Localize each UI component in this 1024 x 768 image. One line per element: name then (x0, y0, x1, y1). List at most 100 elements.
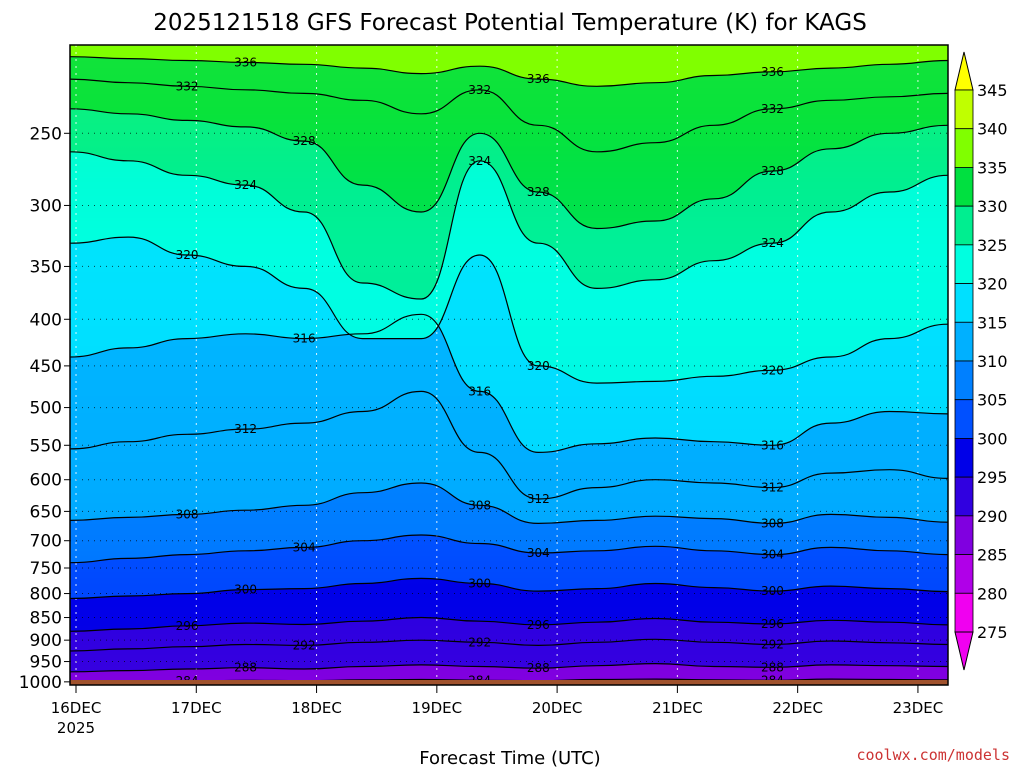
y-tick-label: 700 (30, 532, 62, 552)
contour-320 (70, 236, 948, 384)
contour-label: 292 (761, 638, 784, 652)
y-tick-label: 850 (30, 609, 62, 629)
colorbar-swatch-305 (954, 399, 974, 439)
colorbar-swatch-310 (954, 360, 974, 401)
contour-label: 336 (761, 65, 784, 79)
contour-label: 332 (761, 102, 784, 116)
colorbar-label: 340 (977, 120, 1008, 139)
x-tick-label: 21DEC (652, 699, 703, 717)
colorbar-swatch-325 (954, 244, 974, 284)
theta-band-296 (70, 578, 948, 632)
colorbar-label: 335 (977, 158, 1008, 177)
colorbar-swatch-280 (954, 592, 974, 633)
contour-label: 320 (527, 359, 550, 373)
contour-324 (70, 151, 948, 300)
contour-304 (70, 534, 948, 564)
contour-316 (70, 313, 948, 454)
y-tick-label: 300 (30, 196, 62, 216)
contour-label: 316 (468, 384, 491, 398)
y-tick-label: 800 (30, 585, 62, 605)
y-tick-label: 400 (30, 310, 62, 330)
y-tick-label: 250 (30, 124, 62, 144)
x-tick-label: 22DEC (772, 699, 823, 717)
x-tick-label: 17DEC (171, 699, 222, 717)
contour-label: 296 (761, 617, 784, 631)
colorbar-cap-bottom (954, 631, 974, 671)
contour-label: 332 (468, 83, 491, 97)
colorbar-label: 275 (977, 623, 1008, 642)
colorbar-swatch-330 (954, 205, 974, 246)
colorbar-swatch-315 (954, 321, 974, 362)
contour-label: 292 (293, 638, 316, 652)
contour-label: 296 (527, 618, 550, 632)
theta-contours: 2842842842882882882922922922962962963003… (70, 55, 948, 688)
colorbar-label: 330 (977, 197, 1008, 216)
colorbar-label: 315 (977, 313, 1008, 332)
theta-band-332 (70, 56, 948, 152)
colorbar-swatch-340 (954, 128, 974, 168)
colorbar-swatch-295 (954, 476, 974, 517)
x-tick-label: 18DEC (291, 699, 342, 717)
contour-label: 284 (176, 674, 199, 688)
contour-label: 304 (761, 548, 784, 562)
colorbar-swatch-320 (954, 283, 974, 323)
x-tick-label: 16DEC (51, 699, 102, 717)
contour-332 (70, 78, 948, 153)
theta-band-284 (70, 663, 948, 683)
contour-label: 296 (176, 619, 199, 633)
contour-label: 328 (293, 134, 316, 148)
contour-label: 324 (234, 178, 257, 192)
contour-label: 320 (761, 363, 784, 377)
colorbar-swatch-345 (954, 89, 974, 130)
contour-300 (70, 577, 948, 600)
contour-label: 308 (468, 498, 491, 512)
colorbar-label: 300 (977, 429, 1008, 448)
contour-label: 324 (761, 236, 784, 250)
contour-312 (70, 390, 948, 500)
theta-band-292 (70, 617, 948, 651)
colorbar-label: 345 (977, 81, 1008, 100)
x-tick-label: 19DEC (412, 699, 463, 717)
contour-label: 284 (761, 673, 784, 687)
contour-label: 304 (527, 546, 550, 560)
colorbar-cap-top (954, 51, 974, 91)
contour-292 (70, 638, 948, 652)
credit-label: coolwx.com/models (856, 746, 1010, 764)
contour-336 (70, 56, 948, 87)
colorbar-label: 310 (977, 352, 1008, 371)
contour-label: 308 (176, 507, 199, 521)
colorbar-label: 320 (977, 275, 1008, 294)
colorbar-swatch-290 (954, 515, 974, 555)
contour-288 (70, 662, 948, 673)
colorbar-label: 280 (977, 584, 1008, 603)
contour-label: 288 (761, 660, 784, 674)
y-tick-label: 550 (30, 436, 62, 456)
colorbar-label: 285 (977, 546, 1008, 565)
theta-band-312 (70, 314, 948, 499)
theta-band-336 (70, 45, 948, 87)
contour-328 (70, 108, 948, 230)
theta-band-316 (70, 237, 948, 453)
contour-label: 304 (293, 540, 316, 554)
contour-label: 324 (468, 154, 491, 168)
y-tick-label: 650 (30, 502, 62, 522)
y-tick-label: 950 (30, 653, 62, 673)
y-tick-label: 1000 (19, 673, 62, 693)
contour-label: 332 (176, 79, 199, 93)
contour-label: 320 (176, 248, 199, 262)
colorbar-label: 305 (977, 391, 1008, 410)
contour-label: 312 (527, 492, 550, 506)
y-tick-label: 900 (30, 631, 62, 651)
contour-label: 284 (468, 673, 491, 687)
contour-label: 292 (468, 635, 491, 649)
contour-296 (70, 616, 948, 632)
contour-label: 316 (761, 438, 784, 452)
theta-band-300 (70, 535, 948, 599)
x-tick-sublabel: 2025 (57, 719, 95, 737)
contour-label: 336 (527, 72, 550, 86)
colorbar-label: 290 (977, 507, 1008, 526)
contour-label: 300 (234, 583, 257, 597)
contour-label: 336 (234, 55, 257, 69)
